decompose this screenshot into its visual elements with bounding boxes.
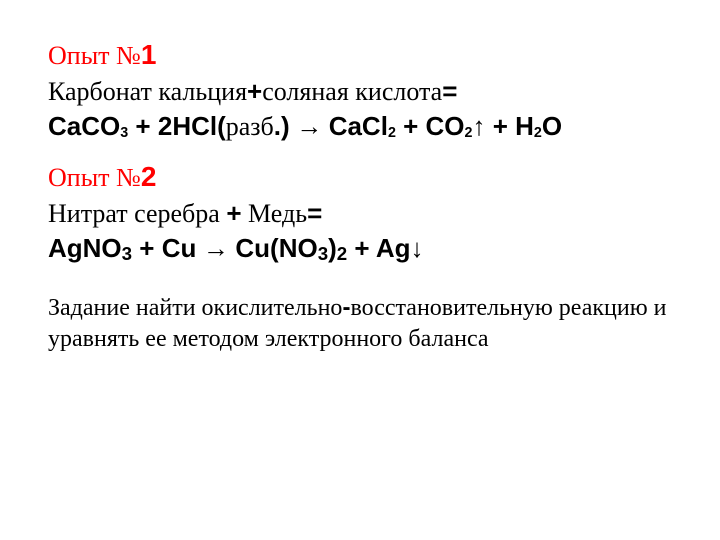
exp1-equation: CaCO3 + 2HCl(разб.) → CaCl2 + CO2↑ + H2O: [48, 109, 672, 144]
exp1-p1: CaCl2: [329, 111, 396, 141]
exp2-word-left: Нитрат серебра: [48, 199, 226, 228]
exp2-r1: AgNO3: [48, 233, 132, 263]
exp2-word-right: Медь: [242, 199, 308, 228]
exp1-p3: H2O: [515, 111, 562, 141]
exp1-r1: CaCO3: [48, 111, 128, 141]
exp2-title-num: 2: [141, 161, 157, 192]
exp2-p1: Cu(NO3)2: [235, 233, 347, 263]
exp2-word-equation: Нитрат серебра + Медь=: [48, 196, 672, 231]
exp1-title: Опыт №1: [48, 36, 672, 74]
exp1-title-num: 1: [141, 39, 157, 70]
exp2-word-eq: =: [307, 198, 322, 228]
exp2-title: Опыт №2: [48, 158, 672, 196]
task-text: Задание найти окислительно-восстановител…: [48, 292, 672, 355]
exp2-p2: Ag↓: [376, 233, 424, 263]
exp1-word-plus: +: [247, 76, 262, 106]
exp2-word-plus: +: [226, 198, 241, 228]
exp1-title-pre: Опыт №: [48, 41, 141, 70]
exp2-equation: AgNO3 + Cu → Cu(NO3)2 + Ag↓: [48, 231, 672, 266]
exp1-word-eq: =: [442, 76, 457, 106]
exp1-word-right: соляная кислота: [262, 77, 442, 106]
exp2-title-pre: Опыт №: [48, 163, 141, 192]
exp1-word-left: Карбонат кальция: [48, 77, 247, 106]
exp1-word-equation: Карбонат кальция+соляная кислота=: [48, 74, 672, 109]
exp1-p2: CO2↑: [426, 111, 486, 141]
